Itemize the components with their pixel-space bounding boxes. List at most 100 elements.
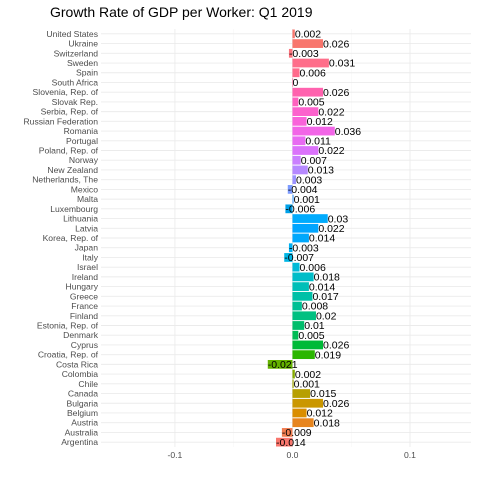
category-label: Spain bbox=[76, 68, 98, 78]
category-label: Luxembourg bbox=[50, 204, 98, 214]
category-label: New Zealand bbox=[47, 165, 98, 175]
category-label: Netherlands, The bbox=[32, 175, 98, 185]
data-label: -0.003 bbox=[289, 48, 319, 60]
data-label: 0.003 bbox=[296, 174, 322, 186]
data-label: 0 bbox=[292, 77, 298, 89]
bar bbox=[292, 97, 299, 107]
bar bbox=[292, 116, 307, 126]
category-label: Slovak Rep. bbox=[52, 97, 98, 107]
bar bbox=[292, 340, 324, 350]
category-label: Portugal bbox=[66, 136, 98, 146]
data-label: 0.01 bbox=[304, 320, 325, 332]
data-label: 0.002 bbox=[295, 29, 321, 41]
data-label: 0.022 bbox=[318, 223, 344, 235]
data-label: 0.026 bbox=[323, 340, 349, 352]
grid-lines bbox=[101, 29, 471, 447]
category-label: Latvia bbox=[75, 223, 98, 233]
category-label: Hungary bbox=[66, 282, 99, 292]
bar bbox=[292, 369, 295, 379]
data-label: 0.022 bbox=[318, 145, 344, 157]
bar bbox=[292, 233, 309, 243]
data-label: -0.007 bbox=[284, 252, 314, 264]
bar bbox=[292, 398, 324, 408]
data-label: -0.004 bbox=[288, 184, 318, 196]
bar bbox=[292, 68, 300, 78]
data-label: 0.019 bbox=[315, 349, 341, 361]
data-label: 0.014 bbox=[309, 233, 335, 245]
bar bbox=[287, 185, 293, 194]
data-label: 0.017 bbox=[312, 291, 338, 303]
data-label: -0.009 bbox=[282, 427, 312, 439]
data-label: 0.001 bbox=[294, 379, 320, 391]
category-label: Austria bbox=[71, 418, 98, 428]
chart-title: Growth Rate of GDP per Worker: Q1 2019 bbox=[50, 4, 313, 20]
data-label: -0.021 bbox=[268, 359, 298, 371]
bar bbox=[276, 437, 293, 447]
category-label: Israel bbox=[77, 262, 98, 272]
bar bbox=[292, 282, 309, 291]
data-label: 0.006 bbox=[300, 262, 326, 274]
category-label: Denmark bbox=[63, 330, 99, 340]
data-label: 0.022 bbox=[318, 106, 344, 118]
data-label: 0.002 bbox=[295, 369, 321, 381]
category-label: Korea, Rep. of bbox=[43, 233, 99, 243]
data-label: 0.03 bbox=[328, 213, 349, 225]
bar bbox=[292, 175, 296, 185]
category-label: Poland, Rep. of bbox=[39, 146, 99, 156]
bar bbox=[292, 58, 329, 68]
x-tick-label: -0.1 bbox=[168, 450, 183, 460]
category-label: Estonia, Rep. of bbox=[37, 320, 99, 330]
category-label: Ireland bbox=[72, 272, 98, 282]
bar bbox=[284, 253, 293, 262]
data-label: -0.006 bbox=[285, 204, 315, 216]
category-label: Bulgaria bbox=[66, 398, 98, 408]
bar bbox=[292, 408, 307, 418]
category-label: Finland bbox=[70, 311, 98, 321]
data-label: 0.011 bbox=[305, 135, 331, 147]
category-label: Croatia, Rep. of bbox=[38, 350, 99, 360]
category-label: France bbox=[71, 301, 98, 311]
data-label: 0.005 bbox=[298, 330, 324, 342]
category-label: Italy bbox=[82, 252, 98, 262]
category-label: Canada bbox=[68, 389, 98, 399]
category-label: Romania bbox=[64, 126, 99, 136]
bar bbox=[267, 359, 293, 369]
category-label: Serbia, Rep. of bbox=[41, 107, 99, 117]
bar bbox=[292, 136, 306, 146]
bar bbox=[292, 321, 305, 330]
bar bbox=[292, 418, 314, 428]
bar bbox=[292, 389, 311, 398]
data-label: 0.015 bbox=[310, 388, 336, 400]
data-label: 0.014 bbox=[309, 281, 335, 293]
data-label: 0.012 bbox=[307, 408, 333, 420]
category-label: United States bbox=[46, 29, 98, 39]
category-label: Sweden bbox=[67, 58, 98, 68]
data-labels: -0.014-0.0090.0180.0120.0260.0150.0010.0… bbox=[268, 29, 361, 449]
category-label: Argentina bbox=[61, 437, 98, 447]
bar bbox=[292, 214, 328, 223]
bar bbox=[292, 311, 316, 321]
x-tick-label: 0.0 bbox=[286, 450, 298, 460]
bar bbox=[292, 301, 302, 311]
bar bbox=[292, 39, 324, 48]
category-label: Malta bbox=[77, 194, 98, 204]
category-label: Slovenia, Rep. of bbox=[33, 87, 99, 97]
data-label: -0.003 bbox=[289, 242, 319, 254]
bar bbox=[292, 350, 315, 360]
bar bbox=[292, 223, 319, 233]
bar bbox=[292, 194, 294, 204]
bar bbox=[292, 78, 294, 87]
bar bbox=[292, 272, 314, 282]
data-label: 0.026 bbox=[323, 87, 349, 99]
data-label: 0.02 bbox=[316, 310, 337, 322]
bar bbox=[292, 262, 300, 272]
bar bbox=[288, 243, 293, 253]
bar bbox=[292, 291, 313, 301]
data-label: 0.026 bbox=[323, 38, 349, 50]
category-label: Chile bbox=[78, 379, 98, 389]
x-tick-label: 0.1 bbox=[404, 450, 416, 460]
bars bbox=[267, 29, 335, 447]
data-label: 0.008 bbox=[302, 301, 328, 313]
x-axis-ticks: -0.1 0.0 0.1 bbox=[168, 450, 417, 460]
